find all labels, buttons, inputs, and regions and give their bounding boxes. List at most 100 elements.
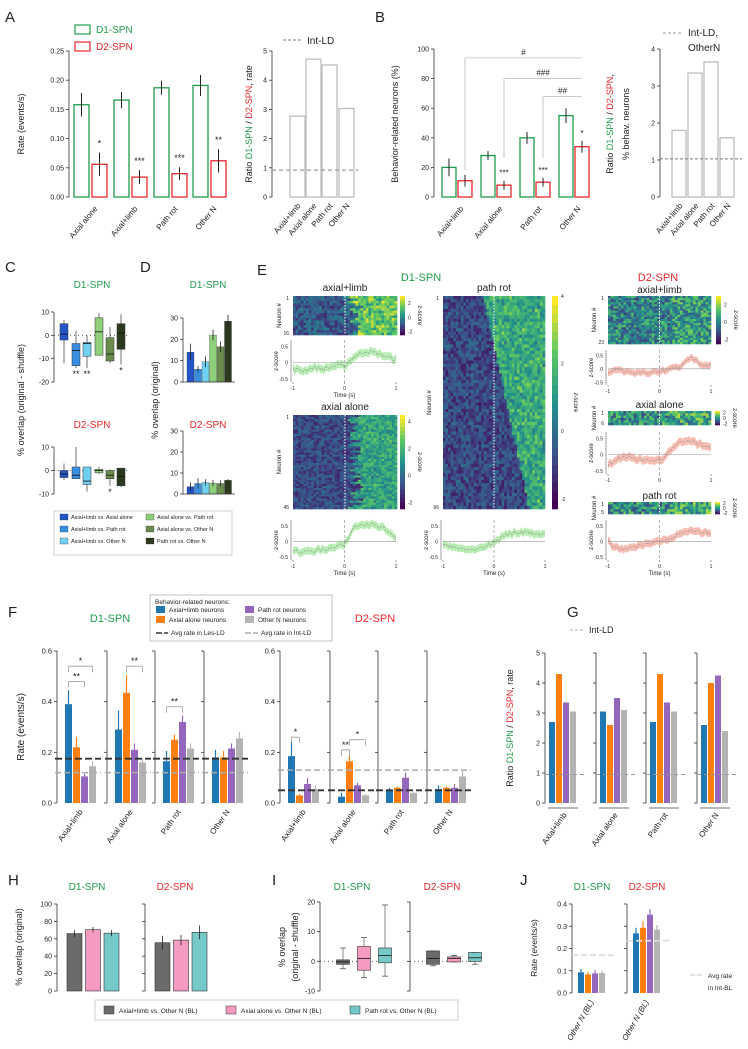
heatmap-cell [522,321,525,326]
heatmap-cell [453,302,457,306]
heatmap-cell [303,442,307,445]
colorbar-segment [400,300,405,303]
heatmap-cell [360,423,364,426]
heatmap-cell [352,440,356,443]
heatmap-cell [352,448,356,451]
legend-label: Axial+limb vs. Axial alone [71,515,133,521]
heatmap-cell [368,310,372,314]
heatmap-cell [373,498,377,501]
heatmap-cell [455,341,459,345]
heatmap-cell [324,467,328,470]
heatmap-cell [376,423,380,426]
heatmap-cell [298,429,302,433]
heatmap-cell [537,305,541,310]
heatmap-cell [381,473,385,476]
heatmap-cell [534,405,538,410]
heatmap-cell [534,325,538,329]
heatmap-cell [332,300,335,304]
heatmap-cell [321,310,325,314]
heatmap-cell [316,496,320,499]
heatmap-cell [501,325,505,329]
heatmap-cell [332,427,335,430]
heatmap-cell [448,431,451,436]
heatmap-cell [295,313,299,316]
heatmap-cell [509,457,513,461]
heatmap-cell [303,446,307,449]
heatmap-cell [527,363,530,368]
heatmap-cell [381,490,385,493]
heatmap-cell [345,440,348,443]
heatmap-cell [471,350,474,355]
heatmap-cell [386,435,390,439]
heatmap-cell [381,300,385,304]
heatmap-cell [460,305,464,310]
heatmap-cell [303,492,307,495]
heatmap-cell [483,299,487,303]
heatmap-cell [334,479,338,483]
heatmap-cell [352,498,356,501]
heatmap-cell [363,452,367,455]
heatmap-cell [371,317,374,321]
heatmap-cell [339,330,343,333]
heatmap-cell [448,296,451,300]
heatmap-cell [539,341,543,345]
heatmap-cell [448,434,451,439]
heatmap-cell [345,427,348,430]
heatmap-cell [332,490,335,493]
heatmap-cell [511,367,515,371]
heatmap-cell [306,425,309,428]
heatmap-cell [473,341,477,345]
heatmap-cell [458,354,462,358]
heatmap-cell [347,473,351,476]
heatmap-cell [326,502,330,506]
heatmap-cell [358,325,361,328]
neuron-tick-label: 1 [286,415,289,421]
heatmap-cell [391,440,395,443]
heatmap-cell [326,488,330,491]
heatmap-cell [453,447,457,452]
heatmap-cell [306,486,309,489]
heatmap-cell [376,504,380,508]
heatmap-cell [532,428,536,432]
significance-star: ** [83,369,91,379]
heatmap-cell [373,296,377,299]
heatmap-cell [342,475,346,478]
heatmap-cell [450,360,454,365]
heatmap-cell [504,457,508,461]
heatmap-cell [481,347,485,352]
heatmap-cell [329,446,333,449]
heatmap-cell [481,344,485,348]
heatmap-cell [494,354,497,358]
heatmap-cell [514,357,518,361]
heatmap-cell [532,431,536,436]
heatmap-cell [316,490,320,493]
heatmap-cell [483,373,487,377]
heatmap-cell [483,318,487,323]
heatmap-cell [389,504,393,508]
heatmap-cell [453,438,457,442]
heatmap-cell [483,302,487,306]
heatmap-cell [483,454,487,458]
heatmap-cell [394,308,398,311]
heatmap-cell [337,322,341,326]
heatmap-cell [488,463,492,468]
heatmap-cell [465,296,469,300]
heatmap-cell [443,302,446,306]
heatmap-cell [524,308,528,313]
heatmap-cell [491,399,495,403]
heatmap-cell [483,379,487,384]
heatmap-cell [506,402,510,407]
heatmap-cell [519,425,523,429]
heatmap-cell [363,460,367,464]
heatmap-cell [337,477,341,481]
heatmap-cell [295,298,299,302]
heatmap-cell [326,442,330,445]
heatmap-cell [394,423,398,426]
heatmap-cell [308,471,312,474]
heatmap-cell [460,412,464,416]
heatmap-cell [311,492,315,495]
heatmap-cell [365,313,369,316]
heatmap-cell [460,421,464,426]
heatmap-cell [365,433,369,437]
heatmap-cell [389,427,393,430]
